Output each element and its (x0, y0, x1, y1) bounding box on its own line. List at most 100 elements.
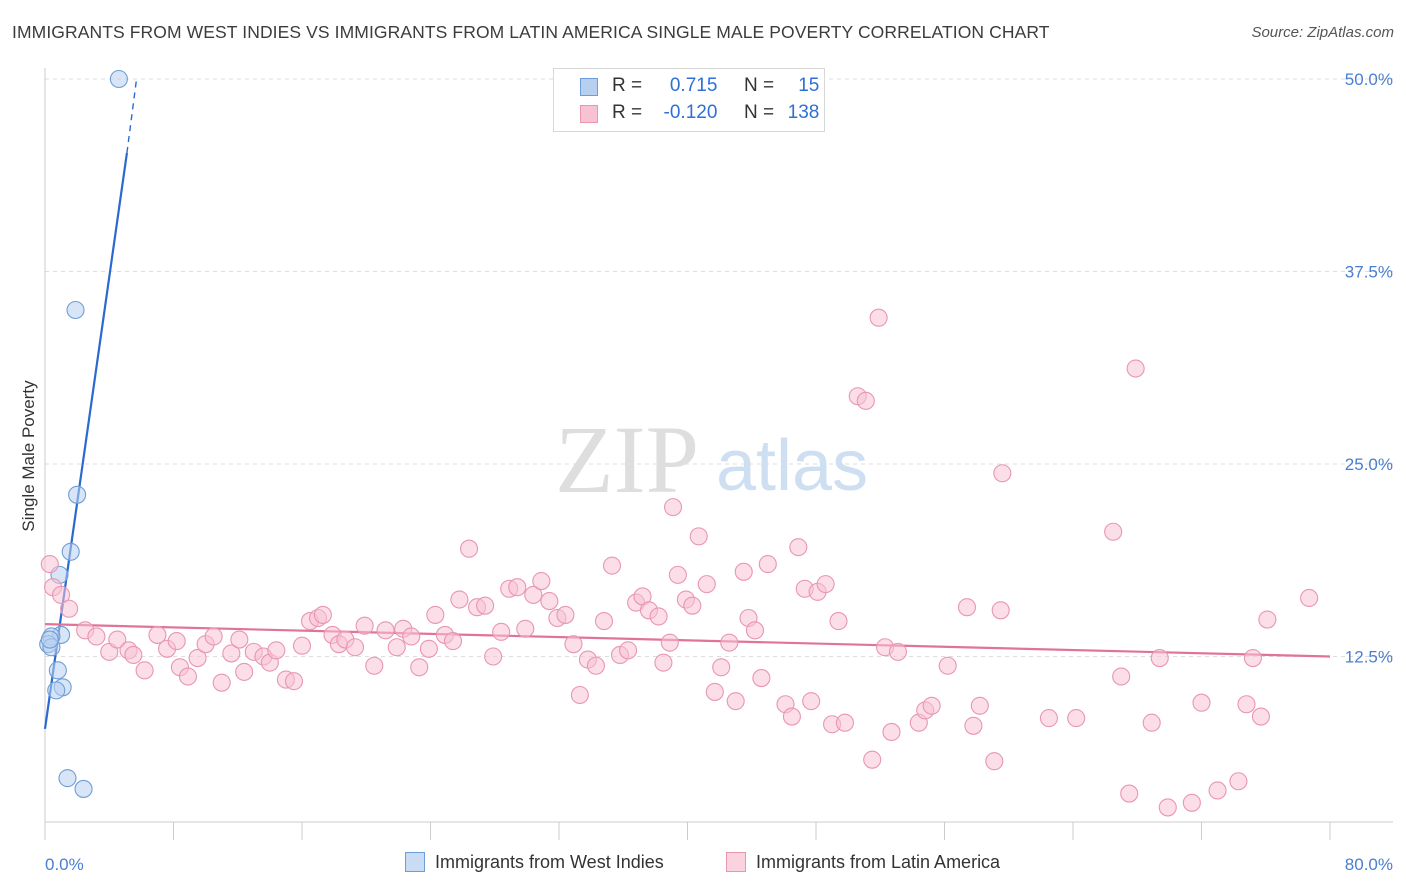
latin-america-point (204, 627, 223, 646)
latin-america-point (1192, 693, 1211, 712)
latin-america-point (1158, 798, 1177, 817)
latin-america-point (60, 599, 79, 618)
west-indies-point (40, 630, 59, 649)
latin-america-legend-swatch (726, 852, 746, 872)
latin-america-point (663, 498, 683, 517)
latin-america-point (1237, 695, 1256, 714)
latin-america-point (1300, 588, 1319, 608)
r-label: R = (612, 102, 643, 123)
latin-america-point (387, 638, 406, 657)
latin-america-point (564, 635, 583, 654)
west-indies-point (74, 779, 93, 798)
latin-america-point (1229, 772, 1248, 791)
latin-america-point (863, 750, 882, 769)
latin-america-point (649, 607, 668, 626)
latin-america-point (292, 636, 312, 655)
latin-america-point (683, 596, 702, 615)
latin-america-point (789, 538, 808, 557)
watermark-zip: ZIP (555, 406, 699, 513)
latin-america-trend-line (44, 623, 1331, 658)
latin-america-point (1243, 648, 1262, 668)
latin-america-point (705, 682, 724, 701)
latin-america-point (1208, 781, 1227, 800)
y-axis-label: Single Male Poverty (19, 380, 38, 532)
y-tick-label: 50.0% (1345, 70, 1393, 89)
latin-america-point (355, 616, 374, 635)
latin-america-point (124, 645, 143, 665)
latin-america-point (524, 585, 543, 604)
latin-america-point (426, 605, 445, 624)
latin-america-point (1150, 648, 1169, 668)
latin-america-point (410, 658, 429, 677)
latin-america-point (660, 633, 679, 652)
n-label: N = (743, 102, 775, 123)
latin-america-swatch (580, 105, 598, 123)
latin-america-point (40, 555, 59, 574)
latin-america-point (178, 667, 198, 686)
latin-america-point (835, 713, 854, 732)
latin-america-point (235, 662, 254, 681)
latin-america-point (345, 638, 365, 657)
latin-america-point (782, 707, 801, 726)
latin-america-point (1142, 713, 1161, 732)
latin-america-point (1182, 793, 1201, 812)
y-tick-label: 37.5% (1345, 263, 1393, 282)
latin-america-point (230, 630, 249, 649)
latin-america-point (689, 527, 708, 546)
latin-america-point (1067, 709, 1086, 728)
latin-america-point (816, 575, 835, 594)
y-tick-label: 25.0% (1345, 455, 1393, 474)
latin-america-point (459, 539, 479, 558)
latin-america-point (450, 590, 469, 609)
latin-america-point (570, 685, 589, 705)
latin-america-point (712, 658, 731, 677)
watermark-atlas: atlas (716, 426, 868, 506)
chart-title: IMMIGRANTS FROM WEST INDIES VS IMMIGRANT… (12, 22, 1050, 42)
latin-america-point (556, 605, 575, 624)
latin-america-point (697, 575, 716, 594)
west-indies-point (58, 769, 77, 788)
latin-america-point (720, 633, 739, 652)
source-credit: Source: ZipAtlas.com (1251, 24, 1394, 41)
latin-america-point (619, 641, 638, 660)
latin-america-point (1126, 359, 1145, 378)
y-tick-label: 12.5% (1345, 648, 1393, 667)
latin-america-legend-label: Immigrants from Latin America (756, 852, 1001, 872)
west-indies-trend-extension (126, 78, 138, 154)
latin-america-point (1251, 707, 1270, 726)
west-indies-point (66, 300, 85, 320)
west-indies-legend-swatch (405, 852, 425, 872)
latin-america-point (802, 692, 821, 711)
latin-america-point (586, 656, 605, 675)
latin-america-point (284, 672, 304, 691)
legend-item-latin-america[interactable]: Immigrants from Latin America (726, 852, 1000, 873)
west-indies-legend-label: Immigrants from West Indies (435, 852, 664, 872)
x-tick-label-min: 0.0% (45, 855, 84, 874)
latin-america-point (87, 627, 106, 646)
latin-america-point (957, 598, 977, 617)
x-tick-label-max: 80.0% (1345, 855, 1393, 874)
latin-america-point (212, 673, 231, 692)
latin-america-point (419, 639, 438, 658)
stats-legend: R = 0.715 N = 15 R = -0.120 N = 138 (553, 68, 825, 132)
west-indies-point (109, 69, 128, 89)
latin-america-point (869, 308, 888, 327)
legend-item-west-indies[interactable]: Immigrants from West Indies (405, 852, 664, 873)
latin-america-point (148, 625, 167, 644)
latin-america-point (882, 722, 901, 742)
latin-america-point (484, 647, 503, 666)
west-indies-n-value: 15 (798, 75, 820, 96)
latin-america-point (222, 644, 241, 663)
latin-america-point (602, 556, 622, 575)
latin-america-point (313, 605, 332, 624)
latin-america-point (1104, 522, 1123, 541)
latin-america-point (922, 696, 941, 715)
latin-america-point (267, 641, 286, 660)
latin-america-point (856, 391, 875, 410)
tick-labels: 12.5% 25.0% 37.5% 50.0% 0.0% 80.0% (45, 70, 1393, 874)
data-points (39, 69, 1319, 817)
latin-america-point (1120, 784, 1139, 803)
r-label: R = (612, 75, 643, 96)
latin-america-point (970, 696, 989, 715)
latin-america-point (188, 648, 207, 668)
